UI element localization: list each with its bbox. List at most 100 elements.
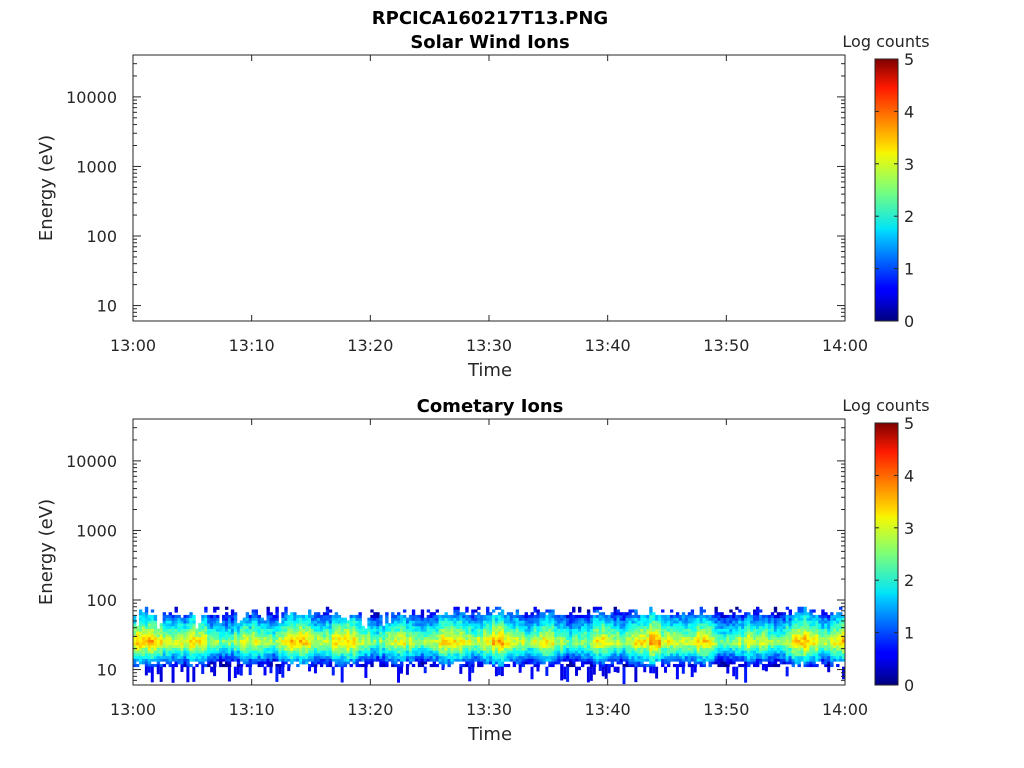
spectrogram-cell	[681, 661, 686, 665]
spectrogram-cell	[325, 642, 330, 646]
spectrogram-cell	[702, 617, 706, 621]
spectrogram-cell	[569, 661, 573, 665]
spectrogram-cell	[397, 617, 401, 621]
spectrogram-cell	[400, 663, 404, 668]
spectrogram-cell	[779, 612, 784, 616]
spectrogram-cell	[542, 650, 546, 654]
spectrogram-cell	[791, 653, 795, 657]
spectrogram-cell	[230, 644, 235, 649]
spectrogram-cell	[625, 625, 629, 629]
spectrogram-cell	[586, 612, 591, 616]
spectrogram-cell	[542, 628, 546, 632]
spectrogram-cell	[394, 642, 398, 646]
spectrogram-cell	[693, 617, 698, 621]
spectrogram-cell	[284, 644, 288, 649]
spectrogram-cell	[364, 628, 368, 632]
spectrogram-cell	[669, 631, 674, 635]
spectrogram-cell	[207, 631, 211, 635]
spectrogram-cell	[687, 653, 692, 657]
spectrogram-cell	[319, 614, 324, 619]
spectrogram-cell	[483, 636, 487, 640]
spectrogram-cell	[753, 633, 757, 638]
spectrogram-cell	[764, 658, 769, 662]
spectrogram-cell	[426, 655, 431, 659]
spectrogram-cell	[756, 614, 760, 619]
spectrogram-cell	[183, 633, 187, 638]
spectrogram-cell	[578, 647, 582, 651]
spectrogram-cell	[512, 658, 517, 662]
spectrogram-cell	[619, 650, 623, 654]
spectrogram-cell	[545, 658, 549, 662]
spectrogram-cell	[159, 633, 164, 638]
spectrogram-cell	[699, 639, 703, 643]
spectrogram-cell	[385, 631, 389, 635]
spectrogram-cell	[358, 650, 362, 654]
spectrogram-cell	[192, 620, 196, 624]
spectrogram-cell	[619, 633, 623, 638]
spectrogram-cell	[738, 631, 742, 635]
spectrogram-cell	[391, 653, 395, 657]
spectrogram-cell	[756, 655, 760, 659]
spectrogram-cell	[601, 655, 606, 659]
spectrogram-cell	[411, 609, 416, 613]
spectrogram-cell	[809, 625, 813, 629]
spectrogram-cell	[382, 636, 386, 640]
spectrogram-cell	[521, 628, 525, 632]
spectrogram-cell	[776, 663, 781, 668]
spectrogram-cell	[477, 612, 481, 616]
spectrogram-cell	[595, 628, 600, 632]
spectrogram-cell	[589, 653, 594, 657]
spectrogram-cell	[586, 625, 591, 629]
spectrogram-cell	[658, 633, 662, 638]
spectrogram-cell	[272, 653, 276, 657]
spectrogram-cell	[370, 663, 374, 668]
spectrogram-cell	[133, 639, 137, 643]
spectrogram-cell	[512, 655, 517, 659]
spectrogram-cell	[797, 620, 801, 624]
spectrogram-cell	[340, 623, 345, 627]
spectrogram-cell	[236, 658, 241, 662]
spectrogram-cell	[652, 628, 656, 632]
spectrogram-cell	[744, 666, 748, 683]
spectrogram-cell	[839, 636, 843, 640]
spectrogram-cell	[551, 617, 555, 621]
spectrogram-cell	[607, 650, 612, 654]
spectrogram-cell	[133, 620, 137, 624]
spectrogram-cell	[723, 628, 727, 632]
spectrogram-cell	[785, 639, 790, 643]
spectrogram-cell	[174, 650, 178, 654]
spectrogram-cell	[702, 620, 706, 624]
spectrogram-cell	[809, 617, 813, 621]
spectrogram-cell	[551, 625, 555, 629]
spectrogram-cell	[216, 617, 220, 621]
spectrogram-cell	[150, 631, 155, 635]
spectrogram-cell	[260, 663, 264, 668]
spectrogram-cell	[634, 636, 638, 640]
spectrogram-cell	[227, 666, 231, 682]
spectrogram-cell	[337, 658, 342, 662]
spectrogram-cell	[655, 653, 659, 657]
spectrogram-cell	[770, 614, 775, 619]
spectrogram-cell	[180, 653, 184, 657]
spectrogram-cell	[494, 642, 499, 646]
spectrogram-cell	[293, 639, 297, 643]
spectrogram-cell	[438, 647, 442, 651]
spectrogram-cell	[364, 636, 368, 640]
spectrogram-cell	[628, 628, 632, 632]
spectrogram-cell	[634, 631, 638, 635]
spectrogram-cell	[245, 663, 250, 668]
spectrogram-cell	[405, 633, 410, 638]
spectrogram-cell	[204, 628, 208, 632]
spectrogram-cell	[150, 609, 155, 613]
spectrogram-cell	[815, 655, 819, 659]
spectrogram-cell	[284, 623, 288, 627]
spectrogram-cell	[518, 628, 523, 632]
spectrogram-cell	[302, 625, 306, 629]
spectrogram-cell	[325, 628, 330, 632]
spectrogram-cell	[753, 617, 757, 621]
spectrogram-cell	[598, 631, 603, 635]
spectrogram-cell	[533, 655, 537, 659]
spectrogram-cell	[613, 653, 617, 657]
spectrogram-cell	[266, 633, 270, 638]
spectrogram-cell	[625, 636, 629, 640]
